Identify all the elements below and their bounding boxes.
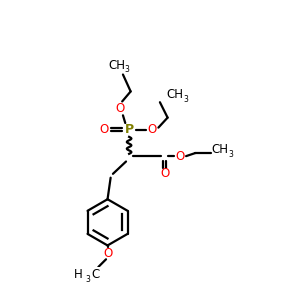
Text: O: O [103,247,112,260]
Text: O: O [115,102,124,115]
Text: O: O [175,150,184,163]
Text: O: O [148,123,157,136]
Text: C: C [91,268,99,281]
Text: P: P [124,123,134,136]
Text: O: O [160,167,169,180]
Text: 3: 3 [124,64,129,74]
Text: 3: 3 [184,94,188,103]
Text: H: H [74,268,83,281]
Text: 3: 3 [86,275,91,284]
Text: O: O [100,123,109,136]
Text: CH: CH [212,143,229,157]
Text: CH: CH [167,88,184,101]
Text: 3: 3 [228,150,233,159]
Text: CH: CH [108,59,125,72]
